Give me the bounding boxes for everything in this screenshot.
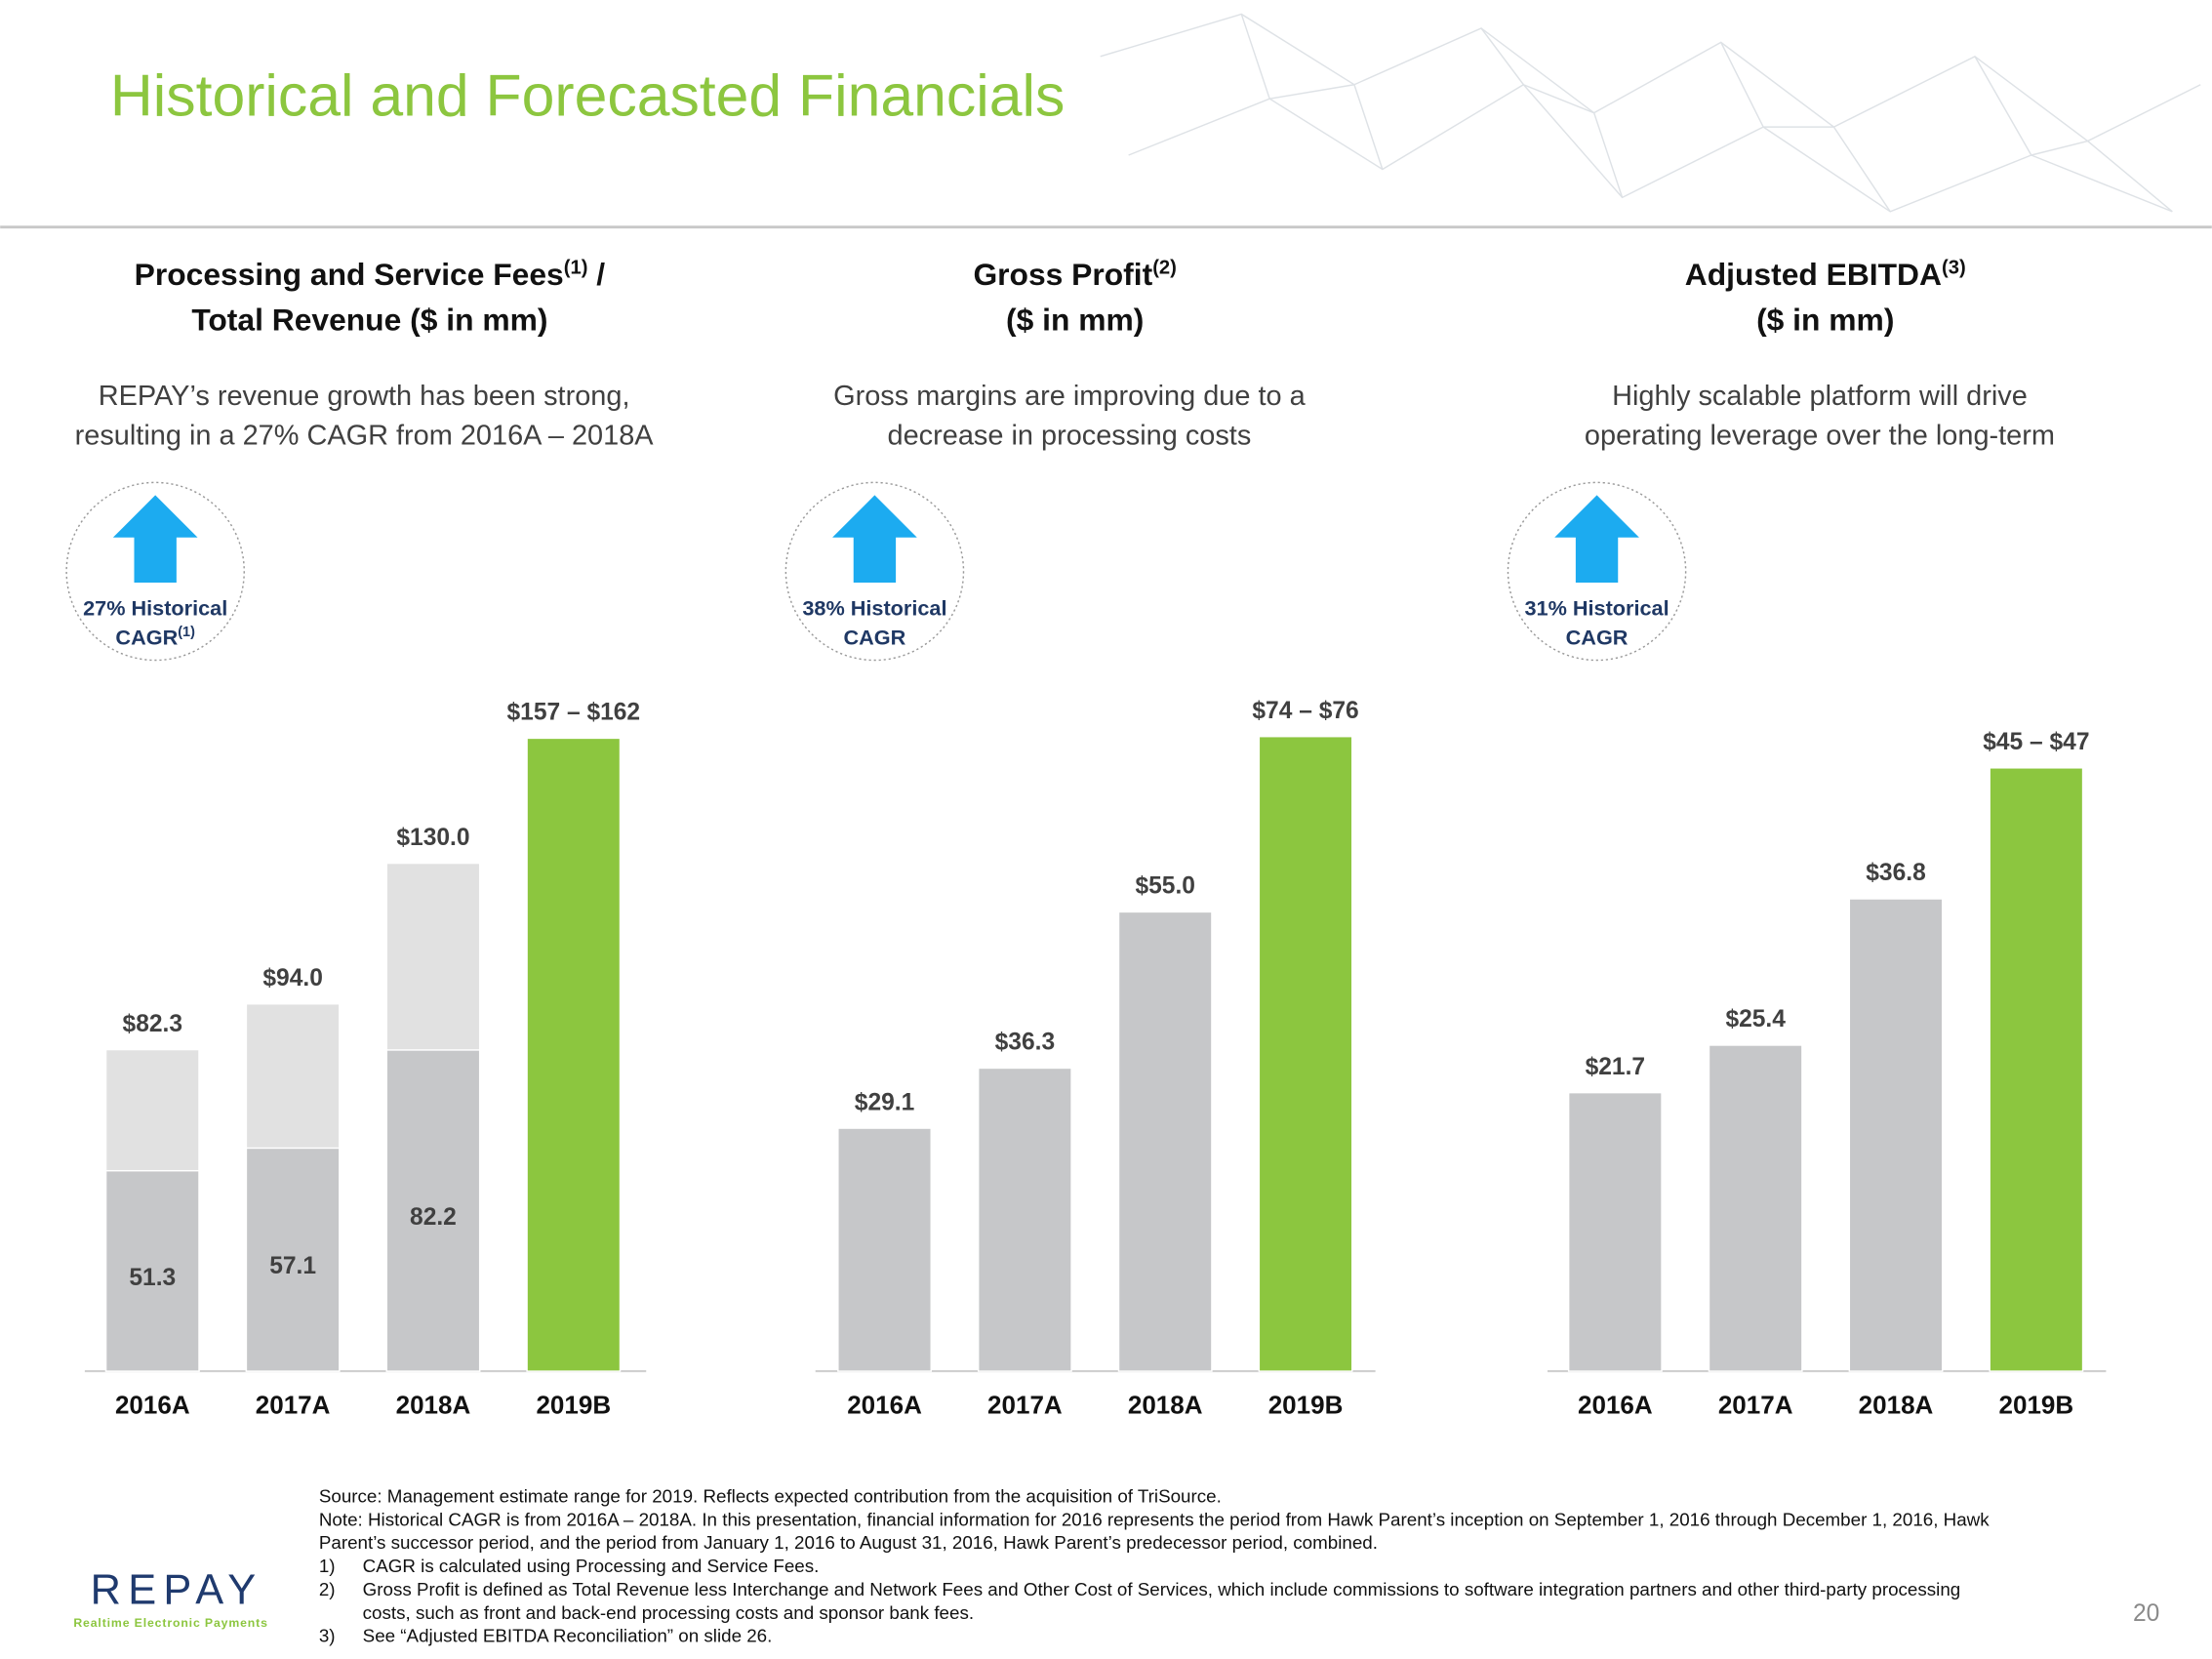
- chart-subtitle: Highly scalable platform will drive: [1612, 381, 2028, 412]
- chart-title-note: (1): [564, 257, 588, 278]
- bar: [1258, 735, 1353, 1372]
- chart-title-text: Processing and Service Fees: [135, 257, 564, 292]
- value-label: $82.3: [123, 1011, 182, 1037]
- chart-title: Processing and Service Fees(1) /: [135, 257, 606, 292]
- bar: [245, 1147, 341, 1372]
- badge-text: 27% Historical: [83, 595, 227, 620]
- bar: [1708, 1044, 1803, 1372]
- chart-title-text: Adjusted EBITDA: [1685, 257, 1942, 292]
- chart-title: Adjusted EBITDA(3): [1685, 257, 1966, 292]
- footnote-text: Gross Profit is defined as Total Revenue…: [363, 1579, 1961, 1599]
- footnote-line: Note: Historical CAGR is from 2016A – 20…: [319, 1509, 1990, 1529]
- footnote-text: See “Adjusted EBITDA Reconciliation” on …: [363, 1626, 773, 1646]
- value-label: $25.4: [1725, 1006, 1786, 1032]
- footnote-line: Parent’s successor period, and the perio…: [319, 1532, 1378, 1553]
- value-label: $157 – $162: [506, 700, 640, 726]
- badge-line: CAGR: [115, 626, 178, 650]
- bar: [104, 1169, 200, 1372]
- badge-line: CAGR: [1566, 626, 1629, 650]
- chart-title-line2: Total Revenue ($ in mm): [191, 302, 547, 337]
- chart-subtitle: REPAY’s revenue growth has been strong,: [99, 381, 630, 412]
- chart-title-note: (3): [1942, 257, 1966, 278]
- x-tick-label: 2018A: [396, 1390, 471, 1419]
- footnote-text: CAGR is calculated using Processing and …: [363, 1556, 820, 1576]
- charts: Processing and Service Fees(1) /Total Re…: [65, 257, 2107, 1419]
- bar: [385, 1049, 481, 1372]
- slide-title: Historical and Forecasted Financials: [110, 62, 1065, 129]
- badge-text: 31% Historical: [1524, 595, 1669, 620]
- bar: [1848, 898, 1944, 1372]
- value-label: $29.1: [855, 1089, 914, 1115]
- x-tick-label: 2019B: [1999, 1390, 2074, 1419]
- badge-text: CAGR: [1566, 626, 1629, 650]
- footnote-line: Source: Management estimate range for 20…: [319, 1486, 1222, 1507]
- badge-text: CAGR: [844, 626, 906, 650]
- value-label: 51.3: [129, 1265, 176, 1291]
- x-tick-label: 2016A: [847, 1390, 922, 1419]
- badge-note: (1): [178, 625, 195, 640]
- footnotes: Source: Management estimate range for 20…: [319, 1486, 1990, 1646]
- x-tick-label: 2018A: [1128, 1390, 1203, 1419]
- chart-title-note: (2): [1152, 257, 1177, 278]
- bar: [1567, 1091, 1663, 1372]
- value-label: $94.0: [262, 965, 322, 991]
- x-tick-label: 2016A: [1578, 1390, 1653, 1419]
- value-label: 57.1: [269, 1253, 316, 1279]
- chart-title-end: /: [587, 257, 605, 292]
- x-tick-label: 2018A: [1859, 1390, 1934, 1419]
- logo-name: REPAY: [91, 1567, 263, 1614]
- badge-line: 38% Historical: [802, 595, 946, 620]
- footnote-number: 1): [319, 1556, 336, 1576]
- chart-title-line2: ($ in mm): [1006, 302, 1144, 337]
- chart-subtitle: resulting in a 27% CAGR from 2016A – 201…: [75, 420, 655, 451]
- x-tick-label: 2019B: [1268, 1390, 1344, 1419]
- value-label: $36.3: [995, 1030, 1055, 1056]
- x-tick-label: 2017A: [256, 1390, 331, 1419]
- badge-text: CAGR(1): [115, 625, 195, 650]
- network-decoration: [1100, 13, 2201, 213]
- x-tick-label: 2017A: [987, 1390, 1063, 1419]
- value-label: 82.2: [410, 1204, 457, 1231]
- bar: [526, 737, 622, 1372]
- chart-title-line2: ($ in mm): [1756, 302, 1894, 337]
- badge-line: 27% Historical: [83, 595, 227, 620]
- badge-text: 38% Historical: [802, 595, 946, 620]
- logo-tagline: Realtime Electronic Payments: [73, 1616, 267, 1630]
- bar: [837, 1127, 932, 1372]
- value-label: $36.8: [1866, 860, 1925, 886]
- value-label: $74 – $76: [1252, 698, 1358, 724]
- value-label: $21.7: [1586, 1054, 1645, 1080]
- chart-subtitle: operating leverage over the long-term: [1585, 420, 2055, 451]
- bar: [1989, 767, 2084, 1372]
- chart-title: Gross Profit(2): [973, 257, 1176, 292]
- x-tick-label: 2019B: [536, 1390, 611, 1419]
- chart-subtitle: Gross margins are improving due to a: [833, 381, 1307, 412]
- badge-arrow: [832, 495, 917, 584]
- chart-subtitle: decrease in processing costs: [888, 420, 1252, 451]
- value-label: $55.0: [1135, 873, 1194, 900]
- badge-line: 31% Historical: [1524, 595, 1669, 620]
- chart-title-text: Gross Profit: [973, 257, 1152, 292]
- page-number: 20: [2133, 1600, 2159, 1627]
- badge-line: CAGR: [844, 626, 906, 650]
- x-tick-label: 2016A: [115, 1390, 190, 1419]
- value-label: $130.0: [396, 825, 469, 851]
- badge-arrow: [1554, 495, 1639, 584]
- footnote-number: 2): [319, 1579, 336, 1599]
- x-tick-label: 2017A: [1718, 1390, 1793, 1419]
- footnote-text: costs, such as front and back-end proces…: [363, 1602, 974, 1623]
- value-label: $45 – $47: [1983, 729, 2089, 755]
- bar: [1117, 910, 1213, 1372]
- footnote-number: 3): [319, 1626, 336, 1646]
- bar: [977, 1067, 1072, 1372]
